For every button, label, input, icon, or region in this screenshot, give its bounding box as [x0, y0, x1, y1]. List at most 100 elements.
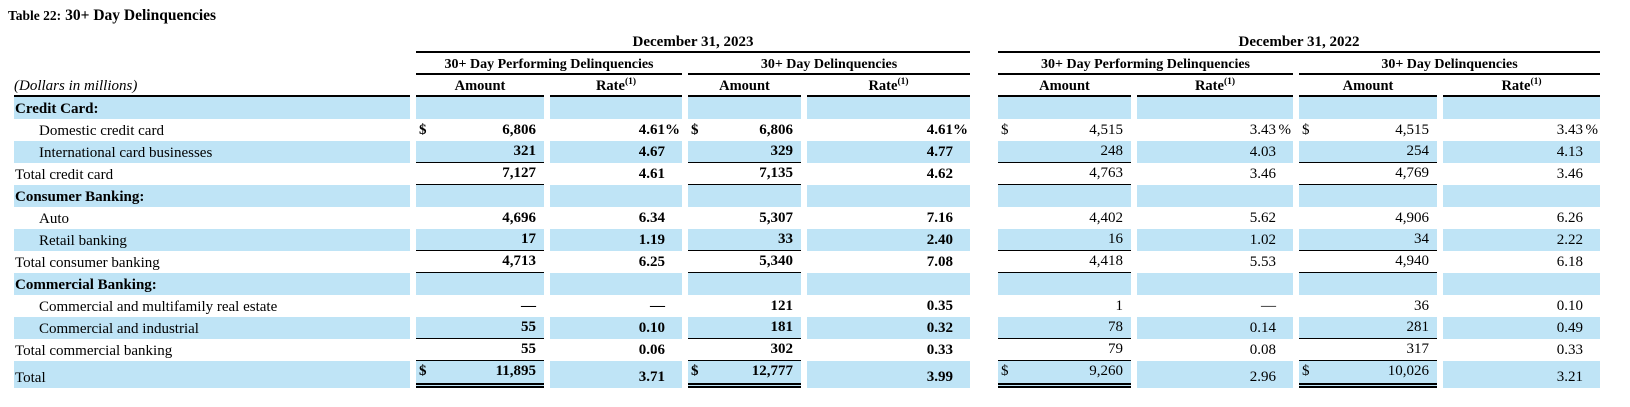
amount-cell: [688, 97, 801, 119]
group-spacer: [976, 97, 992, 119]
rate-cell: [1443, 97, 1600, 119]
cell-value: 302: [770, 341, 794, 357]
rate-cell: 0.10: [550, 317, 682, 339]
cell-value: 2.40: [926, 232, 953, 248]
cell-value: 4.62: [926, 166, 953, 182]
cell-value: 7,135: [759, 165, 793, 181]
cell-value: 321: [513, 143, 537, 159]
amount-cell: 254: [1299, 141, 1437, 163]
cell-value: 55: [521, 319, 536, 335]
cell-value: 17: [521, 231, 536, 247]
cell-value: 7.16: [926, 210, 953, 226]
cell-value: —: [1261, 298, 1276, 314]
row-label: International card businesses: [14, 141, 410, 163]
cell-value: 4.61: [638, 166, 665, 182]
table-row: Total $11,895 3.71 $12,777 3.99 $9,260 2.96 $10…: [14, 361, 1600, 388]
row-label: Auto: [39, 211, 69, 227]
footnote-marker: (1): [1530, 77, 1542, 88]
group-spacer: [976, 317, 992, 339]
period-header-2023: December 31, 2023: [416, 30, 970, 53]
amount-cell: 78: [998, 317, 1131, 339]
cell-value: 11,895: [495, 363, 536, 379]
group-spacer: [976, 53, 992, 75]
amount-cell: 34: [1299, 229, 1437, 251]
delinquencies-table: December 31, 2023 December 31, 2022 30+ …: [8, 30, 1606, 388]
row-label: Consumer Banking:: [14, 185, 410, 207]
cell-value: 4,515: [1089, 122, 1123, 138]
amount-cell: [998, 185, 1131, 207]
rate-cell: 6.26: [1443, 207, 1600, 229]
rate-cell: 3.43%: [1443, 119, 1600, 141]
rate-cell: 6.25: [550, 251, 682, 273]
group-spacer: [976, 207, 992, 229]
amount-cell: 16: [998, 229, 1131, 251]
cell-value: 4,402: [1089, 210, 1123, 226]
amount-cell: 1: [998, 295, 1131, 317]
amount-cell: 4,769: [1299, 163, 1437, 185]
rate-cell: 2.96: [1137, 361, 1293, 388]
percent-symbol: %: [1278, 122, 1292, 138]
rate-column-header: Rate(1): [1443, 75, 1600, 97]
cell-value: 4,769: [1395, 165, 1429, 181]
row-label: Commercial and multifamily real estate: [39, 299, 278, 315]
amount-column-header: Amount: [1299, 75, 1437, 97]
table-row: Commercial and industrial 55 0.10 181 0.32 78…: [14, 317, 1600, 339]
cell-value: 2.22: [1556, 232, 1583, 248]
table-row: Total commercial banking 55 0.06 302 0.33 79 0…: [14, 339, 1600, 361]
rate-cell: [550, 273, 682, 295]
amount-cell: 55: [416, 317, 544, 339]
label-col-spacer: [14, 53, 410, 75]
currency-symbol: $: [1001, 363, 1009, 379]
table-row: Retail banking 17 1.19 33 2.40 16 1.02 34 2.22: [14, 229, 1600, 251]
percent-symbol: %: [1585, 122, 1599, 138]
amount-cell: 4,763: [998, 163, 1131, 185]
amount-cell: 7,127: [416, 163, 544, 185]
cell-value: 3.43: [1249, 122, 1276, 138]
currency-symbol: $: [1302, 122, 1310, 138]
currency-symbol: $: [1302, 363, 1310, 379]
rate-cell: 0.10: [1443, 295, 1600, 317]
group-spacer: [976, 141, 992, 163]
row-label: Credit Card:: [14, 97, 410, 119]
amount-cell: —: [416, 295, 544, 317]
rate-cell: 0.14: [1137, 317, 1293, 339]
cell-value: 55: [521, 341, 536, 357]
amount-cell: $6,806: [416, 119, 544, 141]
cell-value: 181: [770, 319, 794, 335]
cell-value: 0.35: [926, 298, 953, 314]
row-label: Domestic credit card: [39, 123, 164, 139]
cell-value: 4.67: [638, 144, 665, 160]
cell-value: 3.43: [1556, 122, 1583, 138]
rate-cell: 5.62: [1137, 207, 1293, 229]
column-header-row: (Dollars in millions) Amount Rate(1) Amo…: [14, 75, 1600, 97]
group-spacer: [976, 75, 992, 97]
rate-cell: 4.67: [550, 141, 682, 163]
amount-cell: 4,906: [1299, 207, 1437, 229]
cell-value: 2.96: [1249, 369, 1276, 385]
rate-cell: 0.49: [1443, 317, 1600, 339]
amount-column-header: Amount: [416, 75, 544, 97]
amount-cell: $10,026: [1299, 361, 1437, 388]
group-spacer: [976, 339, 992, 361]
rate-cell: [1137, 97, 1293, 119]
cell-value: 3.71: [638, 369, 665, 385]
currency-symbol: $: [419, 122, 427, 138]
amount-cell: 7,135: [688, 163, 801, 185]
amount-cell: $9,260: [998, 361, 1131, 388]
row-label: Total: [14, 361, 410, 388]
footnote-marker: (1): [1223, 77, 1236, 88]
cell-value: 0.10: [1556, 298, 1583, 314]
cell-value: 4,696: [502, 210, 536, 226]
subgroup-performing-2023: 30+ Day Performing Delinquencies: [416, 53, 682, 75]
cell-value: 329: [770, 143, 794, 159]
rate-cell: 7.16: [807, 207, 970, 229]
table-row: Commercial and multifamily real estate — —…: [14, 295, 1600, 317]
cell-value: 7,127: [502, 165, 536, 181]
amount-cell: [1299, 185, 1437, 207]
amount-cell: 181: [688, 317, 801, 339]
amount-cell: 36: [1299, 295, 1437, 317]
amount-cell: $4,515: [998, 119, 1131, 141]
amount-cell: [998, 273, 1131, 295]
row-label: Commercial and industrial: [14, 317, 410, 339]
table-row: International card businesses 321 4.67 329 4…: [14, 141, 1600, 163]
